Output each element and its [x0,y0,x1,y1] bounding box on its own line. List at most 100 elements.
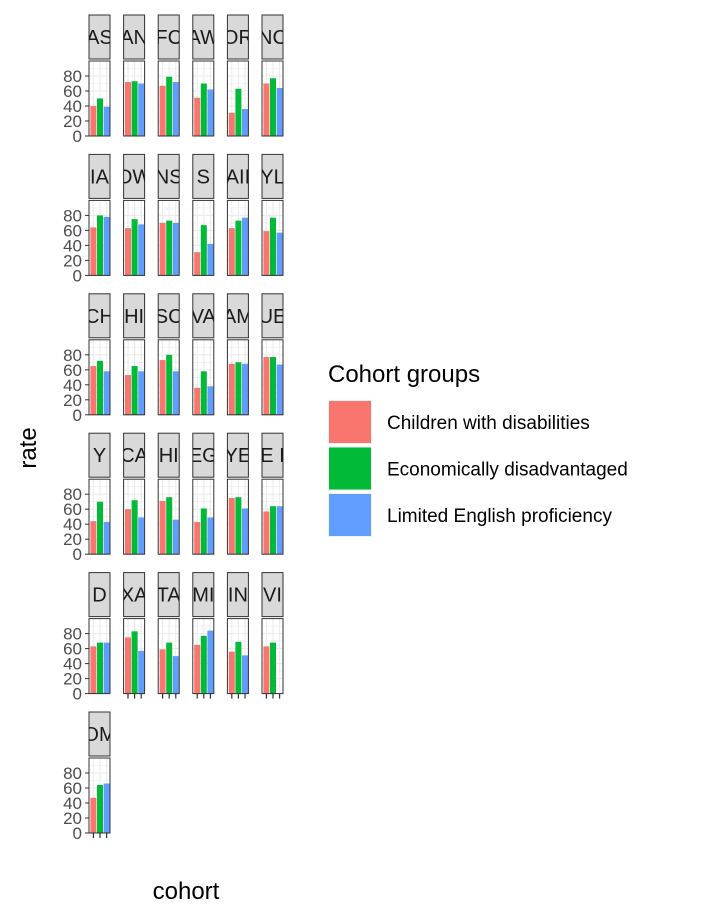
facet-panel: HI [157,432,180,555]
y-tick-label: 40 [63,794,82,813]
facet-strip [192,153,215,199]
facet-strip [261,14,284,60]
panel-border [88,60,111,137]
bar [242,655,248,694]
panel-border [192,339,215,416]
bar [138,371,145,415]
bar [103,642,110,694]
facet-strip [226,153,249,199]
y-axis-title: rate [15,427,42,468]
facet-strip [88,432,111,478]
bar [172,222,179,276]
legend-label: Children with disabilities [387,413,590,434]
y-tick-label: 20 [63,391,82,410]
y-tick-label: 60 [63,500,82,519]
bar [103,216,110,276]
bar [159,222,166,276]
bar [276,232,283,276]
facet-panel: VA [191,293,217,416]
facet-strip [261,153,284,199]
facet-strip [226,432,249,478]
facet-panel: OR [223,14,253,137]
facet-strip-label: Y [93,445,106,467]
bar [235,641,242,694]
bar [159,85,166,136]
facet-strip [157,153,180,199]
facet-panel: AN [123,14,146,137]
panel-border [192,60,215,137]
bar [138,650,145,694]
legend-swatch [329,401,371,443]
facet-strip [123,572,146,618]
facet-strip-label: E I [260,445,284,467]
facet-strip-label: VI [263,585,282,607]
facet-strip [226,293,249,339]
facet-strip-label: CA [120,445,148,467]
legend: Cohort groups Children with disabilities… [328,361,628,537]
bar [263,511,270,555]
y-tick-label: 0 [73,266,82,285]
panel-border [157,478,180,555]
facet-strip-label: OR [223,27,253,49]
facet-strip [226,14,249,60]
facet-strip [226,572,249,618]
panel-border [261,478,284,555]
facet-panel: TA [157,572,180,699]
y-tick-label: 60 [63,361,82,380]
facet-panel: AM [226,293,249,416]
facet-strip [88,572,111,618]
bar [207,630,214,694]
bar [172,82,179,136]
bar [194,252,201,276]
bar [90,227,97,276]
legend-key [328,400,372,444]
panel-border [226,60,249,137]
panel-border [226,339,249,416]
facet-panel: AII [226,153,250,276]
bar [270,217,276,276]
bar [103,106,110,136]
y-tick-label: 20 [63,112,82,131]
panel-border [192,478,215,555]
facet-strip [192,432,215,478]
y-tick-label: 80 [63,67,82,86]
bar [125,228,131,276]
bar [97,215,103,276]
y-tick-label: 20 [63,251,82,270]
legend-label: Economically disadvantaged [387,460,628,481]
panel-border [88,199,111,276]
facet-strip-label: YL [260,166,284,188]
facet-strip-label: OW [117,166,152,188]
facet-strip [123,14,146,60]
bar [125,375,131,415]
bar [97,785,103,833]
facet-strip-label: CH [85,306,114,328]
panel-border [261,339,284,416]
bar [235,362,242,415]
bar [270,642,276,694]
panel-border [192,199,215,276]
facet-strip-label: MI [192,585,214,607]
panel-border [261,60,284,137]
legend-key [328,493,372,537]
panel-border [123,60,146,137]
bar [97,360,103,415]
facet-strip [192,572,215,618]
y-tick-label: 0 [73,824,82,843]
facet-strip-label: YE [225,445,252,467]
bar [235,88,242,136]
facet-strip [261,293,284,339]
legend-key [328,446,372,491]
bar [90,646,97,694]
bar [138,517,145,555]
bar [263,646,270,694]
facet-panel: MI [192,572,215,699]
bar [90,521,97,555]
facet-strip-label: AII [226,166,250,188]
bar [97,98,103,136]
bar [103,371,110,415]
facet-strip-label: VA [191,306,217,328]
